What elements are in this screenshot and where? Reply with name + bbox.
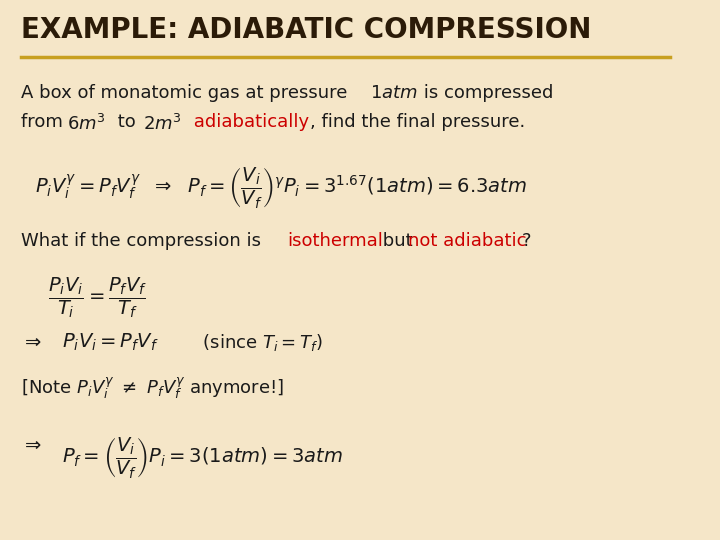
Text: EXAMPLE: ADIABATIC COMPRESSION: EXAMPLE: ADIABATIC COMPRESSION: [21, 16, 591, 44]
Text: [Note $P_iV_i^{\gamma}$ $\neq$ $P_fV_f^{\gamma}$ anymore!]: [Note $P_iV_i^{\gamma}$ $\neq$ $P_fV_f^{…: [21, 375, 284, 401]
Text: $P_iV_i^{\gamma} = P_fV_f^{\gamma}$  $\Rightarrow$  $P_f = \left(\dfrac{V_i}{V_f: $P_iV_i^{\gamma} = P_fV_f^{\gamma}$ $\Ri…: [35, 165, 527, 210]
Text: What if the compression is: What if the compression is: [21, 232, 266, 250]
Text: $P_iV_i = P_fV_f$: $P_iV_i = P_fV_f$: [62, 332, 159, 353]
Text: $2m^3$: $2m^3$: [143, 113, 181, 133]
Text: from: from: [21, 113, 68, 131]
Text: $P_f = \left(\dfrac{V_i}{V_f}\right)P_i = 3(1atm) = 3atm$: $P_f = \left(\dfrac{V_i}{V_f}\right)P_i …: [62, 435, 343, 480]
Text: $\Rightarrow$: $\Rightarrow$: [21, 435, 42, 454]
Text: is compressed: is compressed: [418, 84, 554, 102]
Text: not adiabatic: not adiabatic: [408, 232, 527, 250]
Text: ?: ?: [521, 232, 531, 250]
Text: (since $T_i = T_f$): (since $T_i = T_f$): [197, 332, 323, 353]
Text: , find the final pressure.: , find the final pressure.: [310, 113, 525, 131]
Text: $6m^3$: $6m^3$: [67, 113, 106, 133]
Text: $\dfrac{P_iV_i}{T_i} = \dfrac{P_fV_f}{T_f}$: $\dfrac{P_iV_i}{T_i} = \dfrac{P_fV_f}{T_…: [48, 275, 148, 320]
Text: $\Rightarrow$: $\Rightarrow$: [21, 332, 42, 351]
Text: but: but: [377, 232, 418, 250]
Text: adiabatically: adiabatically: [188, 113, 309, 131]
Text: to: to: [112, 113, 141, 131]
Text: $1atm$: $1atm$: [369, 84, 418, 102]
Text: isothermal: isothermal: [287, 232, 383, 250]
Text: A box of monatomic gas at pressure: A box of monatomic gas at pressure: [21, 84, 353, 102]
